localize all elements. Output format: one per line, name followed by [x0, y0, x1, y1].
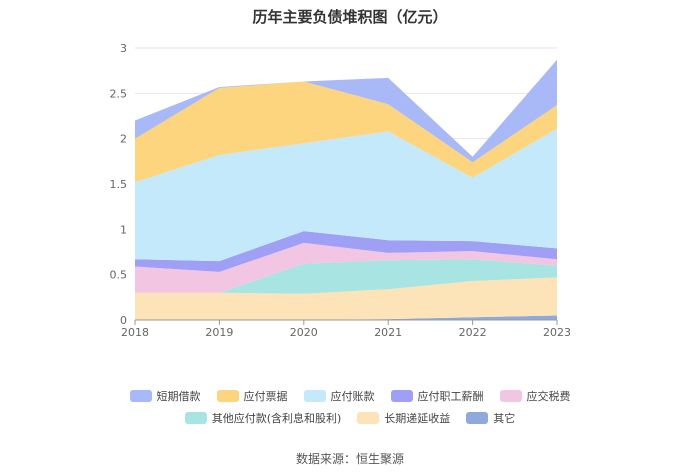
- area-应付票据: [135, 81, 557, 183]
- legend-label: 其他应付款(含利息和股利): [211, 412, 342, 425]
- area-应付账款: [135, 128, 557, 262]
- area-应付职工薪酬: [135, 231, 557, 272]
- y-tick-label: 1: [120, 223, 127, 236]
- y-tick-label: 0: [120, 314, 127, 327]
- legend-swatch: [466, 412, 489, 424]
- y-tick-label: 3: [120, 42, 127, 55]
- x-axis: [134, 319, 558, 325]
- legend-swatch: [216, 390, 239, 402]
- legend-swatch: [499, 390, 522, 402]
- y-tick-label: 2.5: [110, 87, 128, 100]
- x-tick-label: 2023: [543, 326, 571, 339]
- stacked-area-chart: 0 0.5 1 1.5 2 2.5 3 2018 2019 2020 2021 2022 2023: [110, 42, 572, 339]
- legend-label: 其它: [493, 412, 516, 425]
- legend-swatch: [390, 390, 413, 402]
- x-tick-label: 2021: [374, 326, 402, 339]
- y-tick-label: 2: [120, 133, 127, 146]
- data-source: 数据来源：恒生聚源: [295, 452, 404, 466]
- legend-item[interactable]: 应付职工薪酬: [390, 388, 484, 404]
- x-tick-label: 2018: [121, 326, 149, 339]
- legend-label: 长期递延收益: [384, 412, 451, 425]
- y-tick-label: 0.5: [110, 269, 128, 282]
- legend-label: 应付职工薪酬: [417, 390, 484, 403]
- x-tick-label: 2020: [290, 326, 318, 339]
- legend-item[interactable]: 应付票据: [216, 388, 288, 404]
- legend-label: 短期借款: [156, 390, 201, 403]
- legend-item[interactable]: 其他应付款(含利息和股利): [184, 410, 342, 426]
- chart-title: 历年主要负债堆积图（亿元）: [252, 8, 448, 26]
- legend-label: 应交税费: [526, 390, 571, 403]
- x-axis-labels: 2018 2019 2020 2021 2022 2023: [121, 326, 571, 339]
- legend-label: 应付票据: [243, 390, 288, 403]
- legend-row: 其他应付款(含利息和股利) 长期递延收益 其它: [0, 410, 700, 426]
- y-axis-labels: 0 0.5 1 1.5 2 2.5 3: [110, 42, 128, 327]
- area-应交税费: [135, 242, 557, 293]
- legend-item[interactable]: 其它: [466, 410, 515, 426]
- area-其他应付款(含利息和股利): [135, 259, 557, 294]
- area-其它: [135, 315, 557, 320]
- x-tick-label: 2019: [205, 326, 233, 339]
- legend-item[interactable]: 长期递延收益: [357, 410, 450, 426]
- legend-swatch: [184, 412, 207, 424]
- legend-item[interactable]: 应交税费: [499, 388, 571, 404]
- legend-label: 应付账款: [330, 390, 375, 403]
- legend-swatch: [303, 390, 326, 402]
- area-长期递延收益: [135, 277, 557, 320]
- legend-item[interactable]: 应付账款: [303, 388, 375, 404]
- x-tick-label: 2022: [459, 326, 487, 339]
- area-series: [135, 59, 557, 320]
- legend-item[interactable]: 短期借款: [129, 388, 201, 404]
- legend-swatch: [129, 390, 152, 402]
- legend: 短期借款 应付票据 应付账款 应付职工薪酬 应交税费 其他应付款(含利息和股利) 长期递延…: [0, 388, 700, 432]
- legend-swatch: [357, 412, 380, 424]
- y-tick-label: 1.5: [110, 178, 128, 191]
- area-短期借款: [135, 59, 557, 163]
- legend-row: 短期借款 应付票据 应付账款 应付职工薪酬 应交税费: [0, 388, 700, 404]
